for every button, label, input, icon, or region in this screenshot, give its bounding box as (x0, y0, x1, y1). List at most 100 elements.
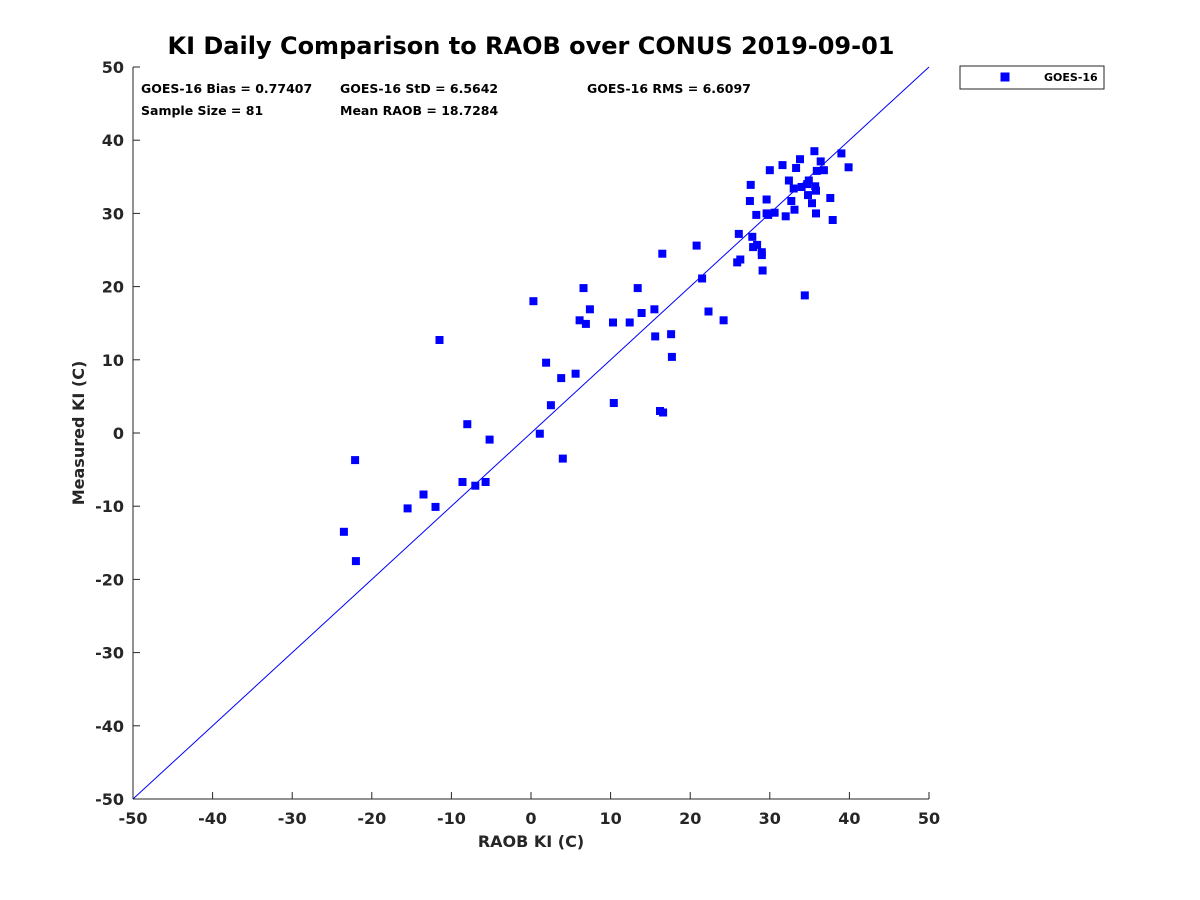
data-point (651, 332, 660, 341)
data-point (625, 318, 634, 327)
data-point (762, 195, 771, 204)
plot-area: -50 -40 -30 -20 -10 0 10 20 30 40 50 -50-40-30-20-… (95, 58, 940, 828)
data-point (692, 241, 701, 250)
x-tick-label: -10 (437, 809, 466, 828)
y-tick-label: -40 (95, 717, 124, 736)
data-point (435, 336, 444, 344)
data-point (609, 318, 617, 327)
data-point (403, 504, 412, 513)
legend-box (959, 65, 1105, 90)
data-point (792, 164, 801, 172)
data-point (812, 166, 821, 175)
data-point (557, 374, 566, 383)
data-point (458, 478, 467, 486)
stat-std: GOES-16 StD = 6.5642 (340, 81, 498, 96)
data-point (844, 163, 853, 172)
data-point (790, 205, 799, 214)
y-axis-label: Measured KI (C) (69, 361, 88, 506)
data-point (812, 186, 820, 195)
x-tick-label: -30 (278, 809, 307, 828)
x-tick-label: 40 (838, 809, 860, 828)
data-point (633, 284, 642, 293)
data-point (529, 297, 538, 306)
x-ticks: -50 -40 -30 -20 -10 0 10 20 30 40 50 (119, 792, 940, 828)
data-point (485, 435, 494, 444)
data-point (535, 429, 544, 438)
data-point (650, 305, 659, 314)
data-point (770, 208, 779, 217)
data-point (571, 369, 580, 378)
data-point (804, 176, 813, 185)
data-point (764, 210, 773, 219)
data-point (828, 216, 837, 224)
data-point (575, 316, 584, 325)
y-tick-label: -10 (95, 497, 124, 516)
data-point (765, 166, 774, 175)
data-points (339, 147, 853, 566)
x-tick-label: -20 (357, 809, 386, 828)
y-tick-label: 50 (102, 58, 124, 77)
data-point (667, 352, 676, 361)
y-tick-label: -30 (95, 644, 124, 663)
y-tick-label: 10 (102, 351, 124, 370)
data-point (826, 194, 835, 202)
stat-sample-size: Sample Size = 81 (141, 103, 263, 118)
y-tick-label: 30 (102, 204, 124, 223)
y-tick-label: 40 (102, 131, 124, 150)
data-point (811, 182, 820, 191)
data-point (810, 147, 819, 156)
data-point (797, 183, 806, 191)
legend: GOES-16 (959, 65, 1105, 90)
data-point (546, 401, 555, 410)
data-point (339, 527, 348, 536)
data-point (637, 309, 646, 317)
y-tick-label: -20 (95, 570, 124, 589)
data-point (789, 184, 798, 193)
data-point (808, 199, 816, 208)
legend-marker-square (1000, 72, 1010, 82)
x-tick-label: -40 (198, 809, 227, 828)
data-point (719, 316, 728, 325)
data-point (419, 490, 428, 499)
data-point (758, 266, 767, 275)
stat-mean-raob: Mean RAOB = 18.7284 (340, 103, 498, 118)
x-axis-label: RAOB KI (C) (478, 832, 584, 851)
y-tick-label: 0 (113, 424, 124, 443)
data-point (787, 197, 796, 205)
data-point (658, 249, 667, 258)
chart-title: KI Daily Comparison to RAOB over CONUS 2… (168, 32, 895, 60)
x-tick-label: 0 (525, 809, 536, 828)
data-point (804, 191, 812, 200)
x-tick-label: 30 (759, 809, 781, 828)
data-point (746, 180, 755, 189)
data-point (609, 399, 618, 407)
x-tick-label: 20 (679, 809, 701, 828)
data-point (837, 149, 846, 158)
data-point (816, 157, 825, 166)
data-point (704, 307, 713, 316)
stat-rms: GOES-16 RMS = 6.6097 (587, 81, 751, 96)
data-point (796, 155, 804, 164)
data-point (753, 240, 762, 249)
data-point (471, 481, 480, 490)
data-point (736, 255, 745, 264)
data-point (351, 557, 360, 566)
data-point (542, 358, 551, 367)
x-tick-label: 50 (918, 809, 940, 828)
data-point (781, 212, 790, 221)
data-point (748, 232, 757, 241)
data-point (463, 420, 472, 429)
data-point (659, 408, 668, 417)
y-tick-label: -50 (95, 790, 124, 809)
data-point (481, 478, 490, 486)
data-point (757, 251, 766, 260)
data-point (585, 305, 594, 314)
data-point (558, 454, 567, 463)
data-point (812, 209, 820, 218)
data-point (752, 210, 761, 219)
data-point (819, 166, 828, 175)
data-point (667, 330, 676, 339)
data-point (734, 229, 743, 238)
data-point (351, 456, 360, 465)
